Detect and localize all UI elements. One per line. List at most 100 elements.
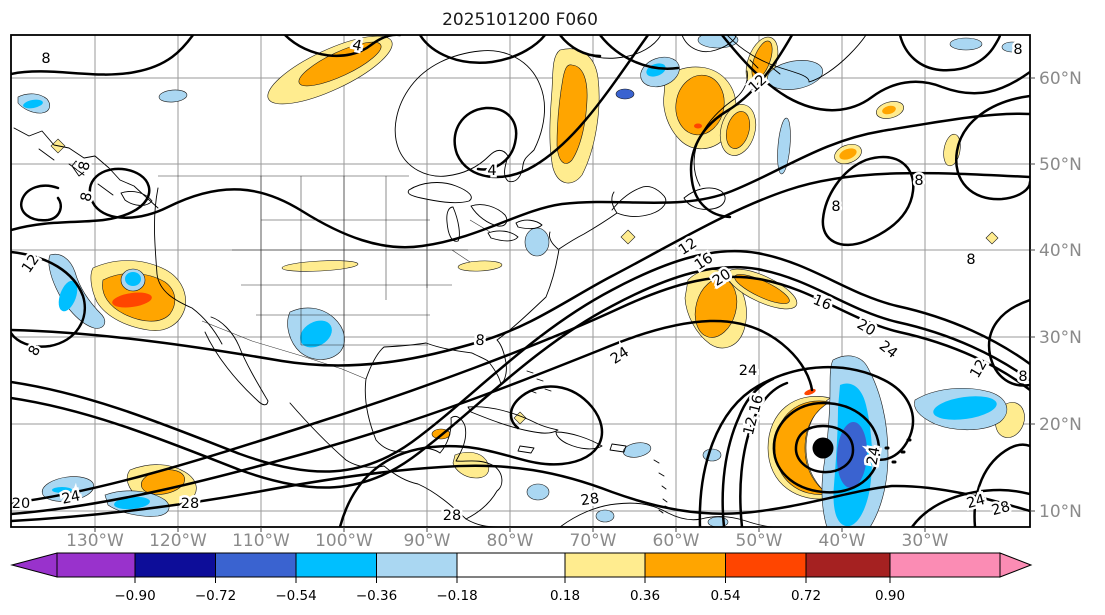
x-tick-label: 50°W [736,531,783,551]
colorbar-tick-label: −0.18 [436,588,477,604]
colorbar-tick-label: 0.72 [791,588,821,604]
anomaly-patch [158,89,188,103]
colorbar-tick-label: −0.54 [275,588,316,604]
contour-24-jet [11,319,814,516]
x-axis-labels: 130°W 120°W 110°W 100°W 90°W 80°W 70°W 60°W 50°W… [66,527,949,551]
contour-label: 8 [475,333,485,350]
x-tick-label: 40°W [819,531,866,551]
y-tick-label: 60°N [1039,69,1082,89]
contour-tc-ring-inner [794,424,855,474]
contour-20-jet [11,275,1030,505]
x-tick-label: 100°W [315,531,373,551]
contour-8-main [11,112,1030,249]
contour-12-w-of-tc [721,377,775,527]
colorbar-segment-pink [889,552,1001,578]
coastlines [13,35,867,527]
contour-label: 8 [41,51,50,67]
anomaly-patch [702,448,722,462]
anomaly-core [694,123,702,129]
colorbar-segment-royal [215,552,297,578]
x-tick-label: 80°W [487,531,534,551]
colorbar-segment-navy [134,552,216,578]
anomaly-diamond [985,231,999,245]
contour-12-topright [720,35,1030,112]
anomaly-patch [595,509,615,523]
colorbar-tick-label: −0.90 [114,588,155,604]
anomaly-patch [1001,41,1023,53]
dot-markers [884,438,912,464]
colorbar-tick-label: 0.18 [550,588,580,604]
tc-marker-group [812,437,912,464]
contour-tc-ring-outer [772,401,881,494]
anomaly-patch [882,105,896,115]
contour-greenland [689,35,794,219]
anomaly-core [23,99,43,109]
contour-16-w-of-tc [739,381,789,527]
contour-label: 8 [966,252,975,268]
x-tick-label: 90°W [404,531,451,551]
colorbar-tick-label: 0.90 [875,588,905,604]
anomaly-patch [524,227,550,257]
anomaly-patch [298,41,382,87]
anomaly-core [615,88,635,100]
anomaly-shading [17,35,1025,527]
anomaly-core [114,496,150,510]
contour-label: 24 [865,446,884,467]
coastline-pacific [13,127,499,527]
contour-4-trough [453,35,650,179]
colorbar-segment-purple [56,552,136,578]
x-tick-label: 130°W [66,531,124,551]
anomaly-core [52,487,72,493]
y-tick-label: 40°N [1039,241,1082,261]
map-frame [10,34,1031,528]
contour-label: 28 [443,508,461,524]
colorbar-segment-darkred [805,552,891,578]
contour-top-arc2 [558,35,602,58]
contour-12-cutoff [11,250,86,348]
colorbar-segment-orange [644,552,726,578]
contour-right-meander3 [973,443,1030,527]
tropical-cyclone-marker [812,437,834,459]
x-tick-label: 110°W [232,531,290,551]
anomaly-patch [751,40,773,80]
chart-title: 2025101200 F060 [442,10,598,30]
anomaly-patch [675,74,725,136]
contour-24-se [910,488,1030,527]
contour-label: 8 [914,173,923,189]
x-tick-label: 120°W [149,531,207,551]
colorbar-segment-lightblue [376,552,458,578]
anomaly-core [300,320,332,348]
contour-label: 4 [487,163,496,179]
contour-right-meander2 [987,298,1030,387]
coastline-gulf-east [364,185,667,520]
coastline-islands [467,370,777,527]
anomaly-patch [526,483,550,501]
anomaly-diamond [620,229,636,245]
contour-ne-meander1 [954,94,1030,201]
anomaly-patch [556,64,588,164]
contour-lines [11,35,1030,527]
x-tick-label: 70°W [570,531,617,551]
contour-4-top2 [418,35,547,64]
colorbar-tick-label: 0.54 [710,588,740,604]
y-tick-label: 30°N [1039,328,1082,348]
anomaly-core [933,396,997,420]
anomaly-core [58,280,78,312]
anomaly-patch [774,400,831,495]
y-tick-label: 20°N [1039,415,1082,435]
anomaly-patch [725,111,751,149]
colorbar-tick-label: 0.36 [630,588,660,604]
colorbar-left-arrow [10,552,58,578]
y-axis-labels: 60°N 50°N 40°N 30°N 20°N 10°N [1030,69,1082,522]
anomaly-core [112,292,152,308]
contour-8-tr-loop [898,35,1002,72]
contour-28-south [11,464,1030,523]
contour-label: 8 [831,199,840,215]
colorbar-tick-label: −0.36 [356,588,397,604]
contour-8-loop [19,184,62,222]
colorbar-segment-cyan [295,552,377,578]
y-tick-label: 50°N [1039,155,1082,175]
contour-8-nw [11,35,195,76]
contour-label: 28 [580,491,601,509]
